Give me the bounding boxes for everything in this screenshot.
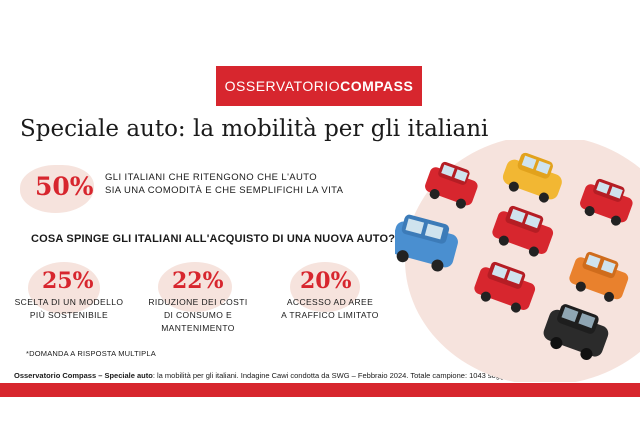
page-title: Speciale auto: la mobilità per gli itali… <box>20 116 489 142</box>
headline-stat-value: 50% <box>35 172 94 201</box>
reason-3-line2: A TRAFFICO LIMITATO <box>281 310 379 320</box>
reason-1-value: 25% <box>42 268 94 294</box>
car-yellow <box>502 152 562 203</box>
reason-blob-1 <box>28 262 100 314</box>
reason-blob-2 <box>158 262 232 312</box>
reason-3-text: ACCESSO AD AREE A TRAFFICO LIMITATO <box>268 296 392 322</box>
car-orange <box>569 251 629 302</box>
car-blue <box>395 214 458 272</box>
reason-1-text: SCELTA DI UN MODELLO PIÙ SOSTENIBILE <box>10 296 128 322</box>
reason-2-line1: RIDUZIONE DEI COSTI <box>148 297 248 307</box>
headline-stat-line2: SIA UNA COMODITÀ E CHE SEMPLIFICHI LA VI… <box>105 185 344 196</box>
source-rest: : la mobilità per gli italiani. Indagine… <box>152 371 558 380</box>
car-black <box>543 304 609 361</box>
headline-stat-line1: GLI ITALIANI CHE RITENGONO CHE L'AUTO <box>105 172 318 183</box>
reason-blob-3 <box>290 262 360 312</box>
question-heading: COSA SPINGE GLI ITALIANI ALL'ACQUISTO DI… <box>31 233 400 245</box>
source-note: Osservatorio Compass – Speciale auto: la… <box>14 371 558 380</box>
car-red-4 <box>474 261 536 313</box>
car-red-1 <box>425 161 478 209</box>
reason-2-value: 22% <box>172 268 224 294</box>
brand-part1: OSSERVATORIO <box>224 78 341 94</box>
source-bold: Osservatorio Compass – Speciale auto <box>14 371 153 380</box>
headline-blob <box>20 165 94 213</box>
reason-3-value: 20% <box>300 268 352 294</box>
reason-1-line1: SCELTA DI UN MODELLO <box>14 297 124 307</box>
car-red-2 <box>580 178 633 226</box>
car-red-3 <box>492 205 554 257</box>
brand-part2: COMPASS <box>340 78 414 94</box>
cars-illustration <box>395 140 640 382</box>
bottom-red-bar <box>0 383 640 397</box>
footnote: *DOMANDA A RISPOSTA MULTIPLA <box>26 349 156 358</box>
brand-logo: OSSERVATORIO COMPASS <box>216 66 422 106</box>
reason-2-text: RIDUZIONE DEI COSTI DI CONSUMO E MANTENI… <box>128 296 268 335</box>
reason-1-line2: PIÙ SOSTENIBILE <box>29 310 109 320</box>
headline-stat-text: GLI ITALIANI CHE RITENGONO CHE L'AUTO SI… <box>105 171 343 197</box>
reason-2-line2: DI CONSUMO E MANTENIMENTO <box>161 310 235 333</box>
reason-3-line1: ACCESSO AD AREE <box>286 297 374 307</box>
